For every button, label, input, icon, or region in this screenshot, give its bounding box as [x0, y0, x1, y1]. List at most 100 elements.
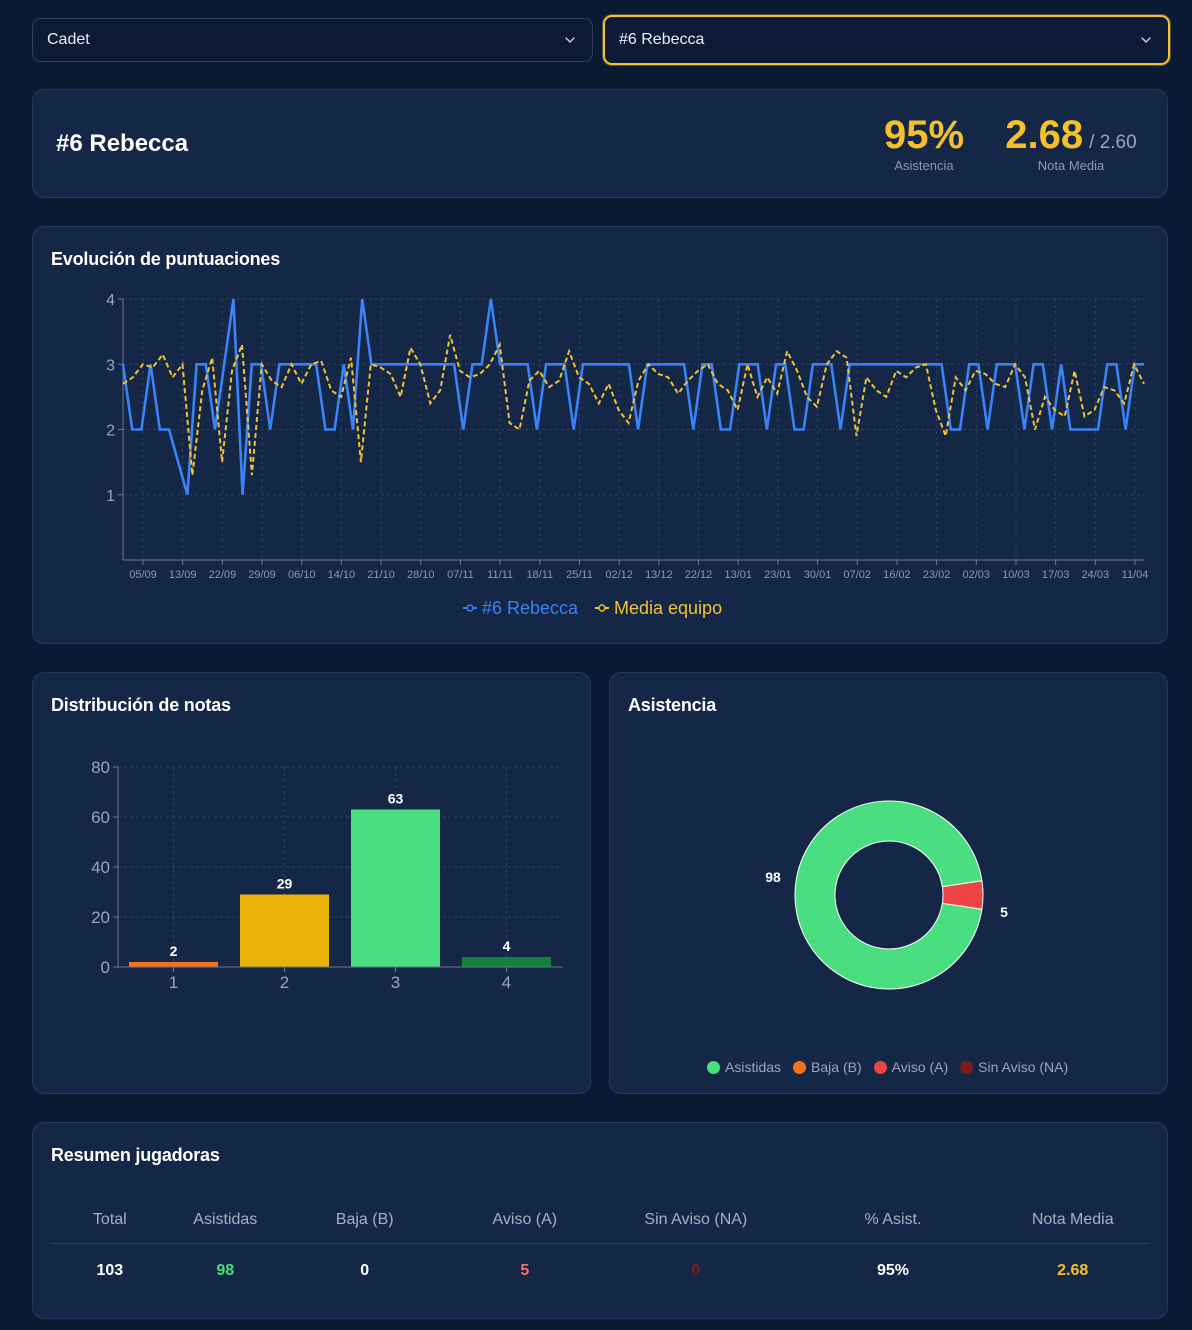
- summary-nota: 2.68: [1057, 1262, 1089, 1280]
- series-line-player: [121, 298, 1144, 496]
- summary-title: Resumen jugadoras: [51, 1145, 220, 1165]
- evolution-card: Evolución de puntuaciones 1 2 3 4 05/09 13/09…: [32, 226, 1168, 644]
- x-tick-label: 24/03: [1082, 569, 1110, 581]
- legend-item: Asistidas: [707, 1059, 781, 1075]
- x-tick-label: 28/10: [407, 569, 435, 581]
- pie-value-label: 98: [765, 869, 781, 885]
- x-tick-label: 2: [280, 973, 289, 992]
- x-tick-label: 25/11: [566, 569, 593, 581]
- x-tick-label: 14/10: [328, 569, 356, 581]
- bar-value-label: 4: [503, 938, 511, 954]
- x-tick-label: 10/03: [1002, 569, 1030, 581]
- summary-header-sin-aviso: Sin Aviso (NA): [602, 1197, 790, 1244]
- x-tick-label: 07/11: [447, 569, 474, 581]
- grade-label: Nota Media: [1037, 158, 1105, 173]
- legend-team: Media equipo: [614, 598, 722, 618]
- pie-slice: [794, 800, 983, 990]
- attendance-label: Asistencia: [894, 158, 954, 173]
- evolution-chart: 1 2 3 4 05/09 13/09 22/09 29/09 06/10 14/10 21/10 2…: [106, 292, 1149, 618]
- legend-label: Sin Aviso (NA): [978, 1059, 1069, 1075]
- x-tick-label: 23/02: [923, 569, 951, 581]
- grade-stat: 2.68/ 2.60 Nota Media: [993, 113, 1149, 173]
- x-tick-label: 11/04: [1122, 569, 1149, 581]
- y-tick-label: 0: [101, 958, 110, 977]
- y-tick-label: 20: [91, 908, 110, 927]
- player-select-value: #6 Rebecca: [619, 31, 705, 48]
- legend-dot-icon: [960, 1060, 974, 1074]
- legend-marker: [598, 604, 606, 612]
- y-tick-label: 40: [91, 858, 110, 877]
- x-tick-label: 22/12: [685, 569, 713, 581]
- y-tick-label: 80: [91, 758, 110, 777]
- x-tick-label: 3: [391, 973, 400, 992]
- legend-dot-icon: [707, 1060, 720, 1074]
- x-tick-label: 13/12: [645, 569, 673, 581]
- team-select[interactable]: Cadet: [32, 18, 593, 62]
- x-tick-label: 21/10: [367, 569, 395, 581]
- x-tick-label: 11/11: [487, 569, 513, 581]
- table-row: 103 98 0 5 0 95% 2.68: [51, 1243, 1149, 1299]
- summary-header-asistidas: Asistidas: [168, 1197, 282, 1244]
- summary-header-total: Total: [51, 1197, 169, 1244]
- summary-table: Total Asistidas Baja (B) Aviso (A) Sin A…: [51, 1197, 1149, 1299]
- bar-value-label: 63: [388, 791, 404, 807]
- x-tick-label: 30/01: [804, 569, 832, 581]
- attendance-chart: 98 5: [765, 800, 1008, 990]
- grade-value: 2.68: [1005, 113, 1084, 157]
- x-tick-label: 22/09: [209, 569, 237, 581]
- x-tick-label: 02/12: [605, 569, 633, 581]
- bar-value-label: 29: [277, 876, 293, 892]
- x-tick-label: 1: [169, 973, 178, 992]
- summary-total: 103: [96, 1262, 124, 1280]
- legend-item: Sin Aviso (NA): [960, 1059, 1068, 1075]
- legend-label: Asistidas: [725, 1059, 782, 1075]
- pie-slice: [941, 880, 984, 910]
- team-select-value: Cadet: [47, 31, 90, 48]
- x-tick-label: 29/09: [248, 569, 276, 581]
- x-tick-label: 13/09: [169, 569, 197, 581]
- bar: [462, 957, 551, 967]
- series-line-team: [122, 334, 1145, 476]
- y-tick-label: 1: [106, 488, 115, 505]
- x-tick-label: 18/11: [526, 569, 553, 581]
- summary-card: Resumen jugadoras Total Asistidas Baja (…: [32, 1122, 1168, 1319]
- y-tick-label: 60: [91, 808, 110, 827]
- bar: [351, 809, 440, 967]
- x-tick-label: 13/01: [724, 569, 752, 581]
- summary-header-nota: Nota Media: [996, 1197, 1149, 1244]
- summary-pct: 95%: [876, 1262, 909, 1280]
- evolution-title: Evolución de puntuaciones: [51, 249, 281, 269]
- y-tick-label: 4: [106, 292, 115, 309]
- attendance-card: Asistencia 98 5 Asistidas Baja (B) Aviso (A…: [609, 672, 1168, 1094]
- legend-dot-icon: [793, 1060, 807, 1074]
- pie-value-label: 5: [1000, 904, 1008, 920]
- x-tick-label: 23/01: [764, 569, 792, 581]
- legend-marker: [466, 604, 474, 612]
- bar: [240, 894, 329, 967]
- summary-asistidas: 98: [216, 1262, 235, 1280]
- bar-value-label: 2: [170, 943, 178, 959]
- x-tick-label: 16/02: [883, 569, 911, 581]
- legend-item: Aviso (A): [873, 1059, 949, 1075]
- legend-dot-icon: [873, 1060, 887, 1074]
- player-select[interactable]: #6 Rebecca: [603, 15, 1170, 65]
- summary-header-baja: Baja (B): [281, 1197, 448, 1244]
- x-tick-label: 4: [502, 973, 511, 992]
- summary-header-row: Total Asistidas Baja (B) Aviso (A) Sin A…: [51, 1197, 1149, 1244]
- chevron-down-icon: [565, 37, 575, 43]
- legend-label: Baja (B): [811, 1059, 862, 1075]
- chevron-down-icon: [1141, 37, 1151, 43]
- distribution-title: Distribución de notas: [51, 695, 231, 715]
- bar: [129, 962, 218, 967]
- summary-baja: 0: [360, 1262, 370, 1280]
- distribution-card: Distribución de notas 0 20 40 60 80 2 1 29 2 63 3 4…: [32, 672, 591, 1094]
- y-tick-label: 2: [106, 423, 115, 440]
- summary-sin-aviso: 0: [691, 1262, 701, 1280]
- legend-player: #6 Rebecca: [482, 598, 579, 618]
- x-tick-label: 07/02: [843, 569, 871, 581]
- attendance-title: Asistencia: [628, 695, 717, 715]
- legend-label: Aviso (A): [891, 1059, 949, 1075]
- summary-header-aviso: Aviso (A): [447, 1197, 603, 1244]
- legend-item: Baja (B): [793, 1059, 862, 1075]
- grade-team-value: / 2.60: [1089, 132, 1137, 153]
